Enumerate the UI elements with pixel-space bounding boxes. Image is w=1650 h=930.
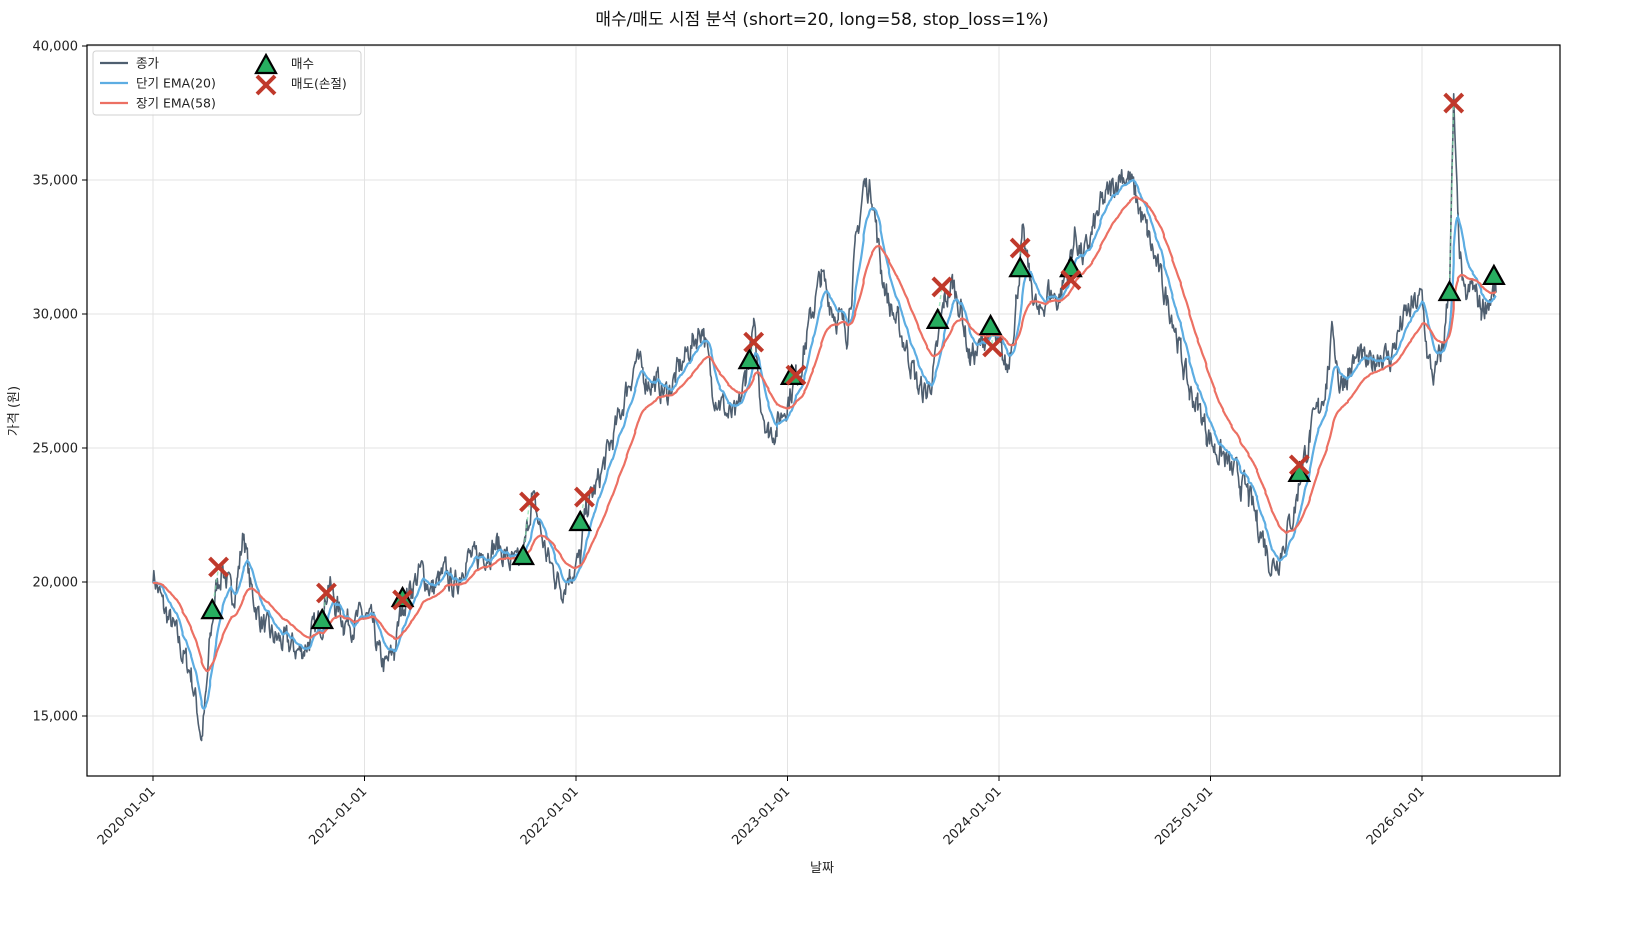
- sell-marker: [392, 589, 413, 611]
- sell-marker: [982, 336, 1004, 358]
- buy-marker: [737, 347, 762, 370]
- y-tick-label: 25,000: [33, 442, 79, 457]
- sell-marker: [785, 364, 807, 386]
- x-tick-label: 2024-01-01: [941, 784, 1005, 848]
- sell-marker: [743, 331, 765, 353]
- y-tick-label: 35,000: [33, 174, 79, 189]
- chart-title: 매수/매도 시점 분석 (short=20, long=58, stop_los…: [595, 10, 1048, 30]
- sell-x-stroke: [574, 486, 595, 508]
- axes-frame: [86, 44, 1561, 777]
- x-tick-label: 2025-01-01: [1152, 784, 1216, 848]
- sell-x-stroke: [255, 74, 277, 96]
- buy-marker: [1059, 255, 1083, 278]
- grid: [87, 45, 1560, 776]
- sell-x-stroke: [208, 556, 229, 578]
- signal-markers: [200, 92, 1506, 630]
- y-axis: 15,000 20,000 25,000 30,000 35,000 40,000: [33, 40, 87, 725]
- y-axis-label: 가격 (원): [7, 386, 22, 436]
- sell-marker: [574, 486, 595, 508]
- y-tick-label: 20,000: [33, 576, 79, 591]
- sell-x-stroke: [1288, 454, 1310, 476]
- buy-marker: [511, 543, 535, 566]
- sell-marker: [1443, 92, 1465, 114]
- legend-label: 장기 EMA(58): [136, 96, 216, 111]
- sell-x-stroke: [1060, 269, 1082, 291]
- buy-marker: [925, 307, 950, 329]
- sell-x-stroke: [982, 336, 1004, 358]
- buy-marker: [1482, 263, 1506, 286]
- legend-label: 단기 EMA(20): [136, 76, 216, 91]
- buy-marker: [568, 509, 593, 532]
- x-tick-label: 2026-01-01: [1364, 784, 1428, 848]
- plot-area: [152, 93, 1497, 742]
- short-ema-line: [152, 178, 1497, 711]
- buy-marker: [310, 607, 335, 630]
- long-ema-line: [152, 196, 1496, 673]
- x-tick-label: 2021-01-01: [306, 784, 370, 848]
- sell-x-stroke: [519, 491, 540, 513]
- sell-marker: [1060, 269, 1082, 291]
- y-tick-label: 15,000: [33, 710, 79, 725]
- trade-connector: [321, 592, 328, 621]
- sell-x-stroke: [1443, 92, 1465, 114]
- trade-connector: [579, 496, 586, 523]
- buy-marker: [1437, 279, 1462, 302]
- buy-marker: [978, 313, 1003, 336]
- x-tick-label: 2020-01-01: [95, 784, 159, 848]
- legend-buy-icon: [254, 52, 278, 75]
- legend-label: 종가: [136, 56, 160, 71]
- sell-marker: [931, 276, 953, 298]
- sell-x-stroke: [743, 331, 765, 353]
- legend-label: 매수: [291, 56, 314, 71]
- sell-marker: [519, 491, 540, 513]
- y-tick-label: 30,000: [33, 308, 79, 323]
- x-axis: 2020-01-01 2021-01-01 2022-01-01 2023-01-01…: [95, 776, 1428, 848]
- sell-x-stroke: [931, 276, 953, 298]
- trade-connector: [936, 286, 943, 320]
- sell-x-stroke: [316, 582, 337, 604]
- sell-x-stroke: [1009, 237, 1031, 259]
- x-tick-label: 2023-01-01: [729, 784, 793, 848]
- close-price-line: [152, 93, 1497, 742]
- sell-marker: [316, 582, 337, 604]
- legend-sell-icon: [255, 74, 277, 96]
- sell-x-stroke: [392, 589, 413, 611]
- x-axis-label: 날짜: [810, 861, 834, 876]
- sell-marker: [1009, 237, 1031, 259]
- x-tick-label: 2022-01-01: [518, 784, 582, 848]
- legend-box: [92, 50, 362, 116]
- trade-connector: [1448, 103, 1455, 293]
- buy-marker: [200, 597, 225, 620]
- sell-marker: [1288, 454, 1310, 476]
- buy-marker: [1008, 255, 1033, 278]
- sell-marker: [208, 556, 229, 578]
- sell-x-stroke: [785, 364, 807, 386]
- legend-label: 매도(손절): [291, 76, 347, 91]
- y-tick-label: 40,000: [33, 40, 79, 55]
